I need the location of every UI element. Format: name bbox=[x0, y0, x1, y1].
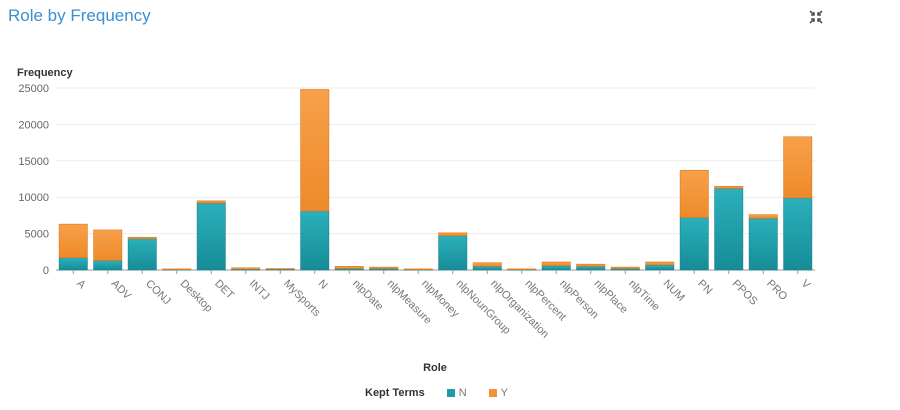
bar-n-num[interactable] bbox=[645, 264, 675, 271]
bar-y-nlppercent[interactable] bbox=[507, 268, 537, 271]
bar-n-nlporganization[interactable] bbox=[472, 266, 502, 271]
bar-y-ppos[interactable] bbox=[714, 185, 744, 189]
bar-y-conj[interactable] bbox=[127, 236, 157, 239]
legend-item-n[interactable]: N bbox=[446, 387, 467, 399]
bar-y-nlpmeasure[interactable] bbox=[369, 266, 399, 269]
legend-swatch-y bbox=[488, 389, 497, 397]
bar-n-nlpperson[interactable] bbox=[541, 265, 571, 271]
chart-title: Role by Frequency bbox=[8, 6, 151, 25]
bar-n-nlpplace[interactable] bbox=[576, 266, 606, 271]
bar-y-nlptime[interactable] bbox=[610, 266, 640, 269]
bar-y-a[interactable] bbox=[58, 223, 88, 258]
x-tick-label: V bbox=[799, 278, 813, 292]
x-tick-label: INTJ bbox=[247, 278, 272, 303]
bar-y-desktop[interactable] bbox=[162, 268, 192, 271]
bar-y-v[interactable] bbox=[783, 136, 813, 199]
bar-n-conj[interactable] bbox=[127, 238, 157, 271]
bar-n-pro[interactable] bbox=[748, 218, 778, 271]
x-tick-label: PPOS bbox=[730, 278, 760, 308]
x-axis-title: Role bbox=[423, 362, 447, 374]
bar-y-nlpplace[interactable] bbox=[576, 263, 606, 267]
bar-y-n[interactable] bbox=[300, 89, 330, 212]
x-tick-label: N bbox=[316, 278, 330, 292]
bar-y-det[interactable] bbox=[196, 200, 226, 204]
legend: Kept Terms N Y bbox=[365, 387, 522, 399]
legend-title: Kept Terms bbox=[365, 387, 425, 399]
y-tick-label: 15000 bbox=[18, 156, 49, 168]
x-tick-label: PRO bbox=[764, 278, 790, 304]
y-tick-label: 0 bbox=[43, 265, 49, 277]
x-tick-label: DET bbox=[212, 278, 236, 302]
y-tick-label: 10000 bbox=[18, 192, 49, 204]
bar-n-adv[interactable] bbox=[93, 260, 123, 271]
y-axis-title: Frequency bbox=[17, 67, 74, 79]
x-tick-label: Desktop bbox=[178, 278, 215, 315]
bar-y-adv[interactable] bbox=[93, 229, 123, 261]
bar-y-nlpmoney[interactable] bbox=[403, 268, 433, 271]
bar-y-num[interactable] bbox=[645, 261, 675, 266]
bar-y-pro[interactable] bbox=[748, 214, 778, 219]
x-tick-label: PN bbox=[695, 278, 714, 297]
x-tick-label: ADV bbox=[109, 278, 134, 303]
bar-y-nlporganization[interactable] bbox=[472, 262, 502, 267]
collapse-icon[interactable] bbox=[808, 9, 824, 25]
x-tick-label: nlpDate bbox=[350, 278, 385, 313]
bar-n-nlpnoungroup[interactable] bbox=[438, 235, 468, 271]
bar-n-det[interactable] bbox=[196, 202, 226, 271]
bar-y-nlpdate[interactable] bbox=[334, 266, 364, 269]
y-tick-label: 20000 bbox=[18, 119, 49, 131]
bar-n-a[interactable] bbox=[58, 257, 88, 271]
y-tick-label: 25000 bbox=[18, 83, 49, 95]
legend-label-n: N bbox=[458, 387, 467, 399]
x-tick-label: A bbox=[74, 278, 88, 292]
bar-y-pn[interactable] bbox=[679, 169, 709, 218]
bar-y-mysports[interactable] bbox=[265, 268, 295, 270]
bar-n-ppos[interactable] bbox=[714, 188, 744, 271]
bar-n-pn[interactable] bbox=[679, 217, 709, 271]
legend-label-y: Y bbox=[500, 387, 508, 399]
bar-n-v[interactable] bbox=[783, 197, 813, 271]
bar-n-n[interactable] bbox=[300, 210, 330, 271]
legend-swatch-n bbox=[446, 389, 455, 397]
bar-y-nlpnoungroup[interactable] bbox=[438, 232, 468, 237]
x-tick-label: NUM bbox=[661, 278, 687, 304]
legend-item-y[interactable]: Y bbox=[488, 387, 508, 399]
x-tick-label: nlpTime bbox=[626, 278, 662, 314]
bar-y-nlpperson[interactable] bbox=[541, 261, 571, 266]
x-tick-label: CONJ bbox=[143, 278, 173, 308]
y-tick-label: 5000 bbox=[25, 229, 49, 241]
bar-y-intj[interactable] bbox=[231, 267, 261, 270]
